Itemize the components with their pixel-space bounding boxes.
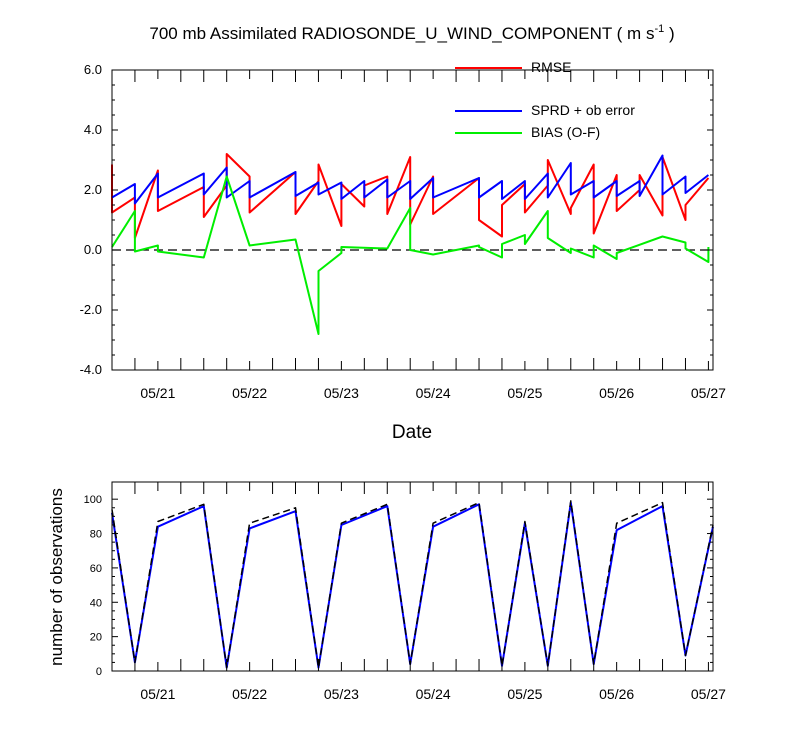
series-line-used — [111, 501, 714, 669]
legend-rmse-label: RMSE — [531, 59, 571, 75]
x-tick-label: 05/24 — [416, 686, 451, 702]
x-tick-label: 05/26 — [599, 686, 634, 702]
y-tick-label: 6.0 — [84, 62, 102, 77]
series-line-possible — [111, 500, 714, 669]
legend-bias-label: BIAS (O-F) — [531, 124, 600, 140]
x-tick-label: 05/27 — [691, 385, 726, 401]
y-tick-label: -2.0 — [80, 302, 102, 317]
legend-sprd-label: SPRD + ob error — [531, 102, 635, 118]
y-tick-label: 60 — [90, 563, 102, 575]
bottom-plot-area: 0 20 40 60 80 100 05/21 05/22 05/23 05/24 05/25 05/… — [84, 481, 726, 702]
y-tick-label: 0.0 — [84, 242, 102, 257]
title-end: ) — [664, 24, 674, 43]
legend: RMSE SPRD + ob error BIAS (O-F) — [455, 59, 635, 140]
bottom-plot-frame — [111, 481, 714, 672]
x-tick-label: 05/27 — [691, 686, 726, 702]
x-tick-label: 05/22 — [232, 686, 267, 702]
series-line-bias-o-f — [111, 175, 710, 335]
x-tick-label: 05/24 — [416, 385, 451, 401]
top-chart-title: 700 mb Assimilated RADIOSONDE_U_WIND_COM… — [149, 23, 674, 43]
x-tick-label: 05/23 — [324, 385, 359, 401]
x-tick-label: 05/21 — [140, 385, 175, 401]
x-tick-label: 05/26 — [599, 385, 634, 401]
y-tick-label: 0 — [96, 666, 102, 678]
y-tick-label: 80 — [90, 529, 102, 541]
title-superscript: -1 — [654, 23, 664, 35]
top-x-axis-label: Date — [392, 422, 432, 443]
x-tick-label: 05/21 — [140, 686, 175, 702]
y-tick-label: 100 — [84, 494, 102, 506]
y-tick-label: 4.0 — [84, 122, 102, 137]
bottom-y-axis-label: number of observations — [47, 488, 66, 666]
series-line-sprd-ob-error — [111, 154, 710, 205]
x-tick-label: 05/25 — [507, 686, 542, 702]
x-tick-label: 05/25 — [507, 385, 542, 401]
top-plot-area: 6.0 4.0 2.0 0.0 -2.0 -4.0 05/21 05/22 05/23 05/24… — [80, 59, 727, 401]
y-tick-label: 40 — [90, 597, 102, 609]
y-tick-label: 20 — [90, 632, 102, 644]
x-tick-label: 05/23 — [324, 686, 359, 702]
x-tick-label: 05/22 — [232, 385, 267, 401]
y-tick-label: -4.0 — [80, 362, 102, 377]
y-tick-label: 2.0 — [84, 182, 102, 197]
